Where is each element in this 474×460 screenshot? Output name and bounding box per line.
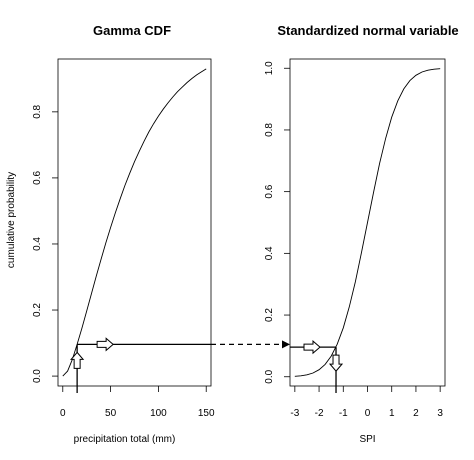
gamma-cdf-y-tick-label: 0.2	[32, 303, 43, 317]
gamma-cdf-x-label: precipitation total (mm)	[74, 434, 176, 445]
right-arrow-icon	[303, 340, 321, 355]
down-arrow-icon	[328, 354, 344, 372]
gamma-cdf-panel: Gamma CDF 0 50 100 150 0.0 0.2 0.4 0.6 0.8 prec…	[6, 23, 215, 445]
gamma-cdf-y-axis: 0.0 0.2 0.4 0.6 0.8	[32, 104, 58, 383]
gamma-cdf-curve	[62, 68, 207, 377]
normal-cdf-x-tick-label: -3	[290, 408, 299, 419]
gamma-cdf-plot-frame	[57, 58, 212, 387]
normal-cdf-x-tick-label: 0	[365, 408, 371, 419]
normal-cdf-y-axis: 0.0 0.2 0.4 0.6 0.8 1.0	[264, 61, 290, 384]
gamma-cdf-y-label: cumulative probability	[6, 172, 17, 268]
normal-cdf-x-tick-label: 1	[389, 408, 395, 419]
normal-cdf-x-axis: -3 -2 -1 0 1 2 3	[290, 386, 443, 419]
gamma-cdf-x-axis: 0 50 100 150	[60, 386, 215, 419]
gamma-cdf-y-tick-label: 0.8	[32, 104, 43, 118]
normal-cdf-x-tick-label: -2	[315, 408, 324, 419]
normal-cdf-x-tick-label: -1	[339, 408, 348, 419]
transformation-guides	[70, 337, 344, 393]
normal-cdf-y-tick-label: 1.0	[264, 61, 275, 75]
normal-cdf-x-tick-label: 3	[437, 408, 443, 419]
gamma-cdf-x-tick-label: 100	[150, 408, 167, 419]
gamma-cdf-y-tick-label: 0.6	[32, 171, 43, 185]
gamma-cdf-y-tick-label: 0.4	[32, 237, 43, 251]
normal-cdf-y-tick-label: 0.6	[264, 184, 275, 198]
normal-cdf-panel: Standardized normal variable -3 -2 -1 0 1 2 3 …	[264, 23, 459, 445]
normal-cdf-y-tick-label: 0.8	[264, 123, 275, 137]
normal-cdf-title: Standardized normal variable	[277, 23, 458, 38]
gamma-cdf-y-tick-label: 0.0	[32, 369, 43, 383]
normal-cdf-x-label: SPI	[359, 434, 375, 445]
mapping-arrowhead	[282, 340, 290, 349]
normal-cdf-x-tick-label: 2	[413, 408, 419, 419]
normal-cdf-y-tick-label: 0.4	[264, 246, 275, 260]
gamma-cdf-title: Gamma CDF	[93, 23, 171, 38]
normal-cdf-y-tick-label: 0.2	[264, 308, 275, 322]
gamma-cdf-x-tick-label: 0	[60, 408, 66, 419]
up-arrow-icon	[70, 351, 85, 369]
normal-cdf-y-tick-label: 0.0	[264, 369, 275, 383]
gamma-cdf-x-tick-label: 150	[198, 408, 215, 419]
right-arrow-icon	[96, 337, 114, 352]
gamma-cdf-x-tick-label: 50	[105, 408, 117, 419]
normal-cdf-curve	[294, 68, 441, 377]
